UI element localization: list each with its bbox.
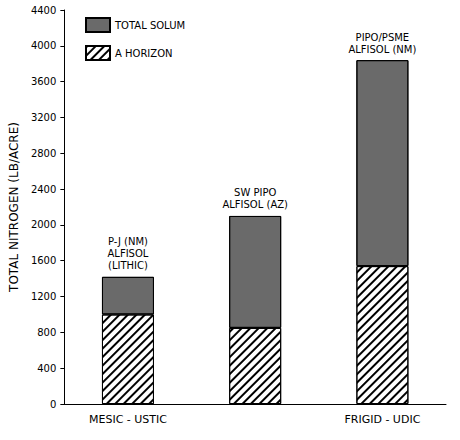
svg-text:2400: 2400 — [31, 184, 56, 195]
svg-text:2000: 2000 — [31, 219, 56, 230]
svg-text:(LITHIC): (LITHIC) — [108, 260, 148, 271]
svg-text:TOTAL NITROGEN (LB/ACRE): TOTAL NITROGEN (LB/ACRE) — [7, 122, 21, 293]
svg-text:800: 800 — [37, 327, 56, 338]
svg-text:P-J (NM): P-J (NM) — [108, 236, 148, 247]
svg-text:TOTAL SOLUM: TOTAL SOLUM — [114, 20, 185, 31]
svg-text:1200: 1200 — [31, 291, 56, 302]
svg-text:A HORIZON: A HORIZON — [115, 48, 173, 59]
svg-text:0: 0 — [50, 399, 56, 410]
svg-text:SW PIPO: SW PIPO — [234, 187, 276, 198]
svg-text:3600: 3600 — [31, 76, 56, 87]
svg-text:4400: 4400 — [31, 5, 56, 16]
svg-text:ALFISOL (NM): ALFISOL (NM) — [348, 44, 416, 55]
svg-text:ALFISOL: ALFISOL — [108, 248, 149, 259]
svg-text:1600: 1600 — [31, 255, 56, 266]
svg-text:PIPO/PSME: PIPO/PSME — [356, 32, 410, 43]
svg-text:MESIC - USTIC: MESIC - USTIC — [89, 413, 167, 426]
svg-text:400: 400 — [37, 363, 56, 374]
svg-text:2800: 2800 — [31, 148, 56, 159]
svg-text:FRIGID - UDIC: FRIGID - UDIC — [344, 413, 420, 426]
svg-text:ALFISOL (AZ): ALFISOL (AZ) — [222, 199, 288, 210]
svg-text:3200: 3200 — [31, 112, 56, 123]
svg-text:4000: 4000 — [31, 40, 56, 51]
